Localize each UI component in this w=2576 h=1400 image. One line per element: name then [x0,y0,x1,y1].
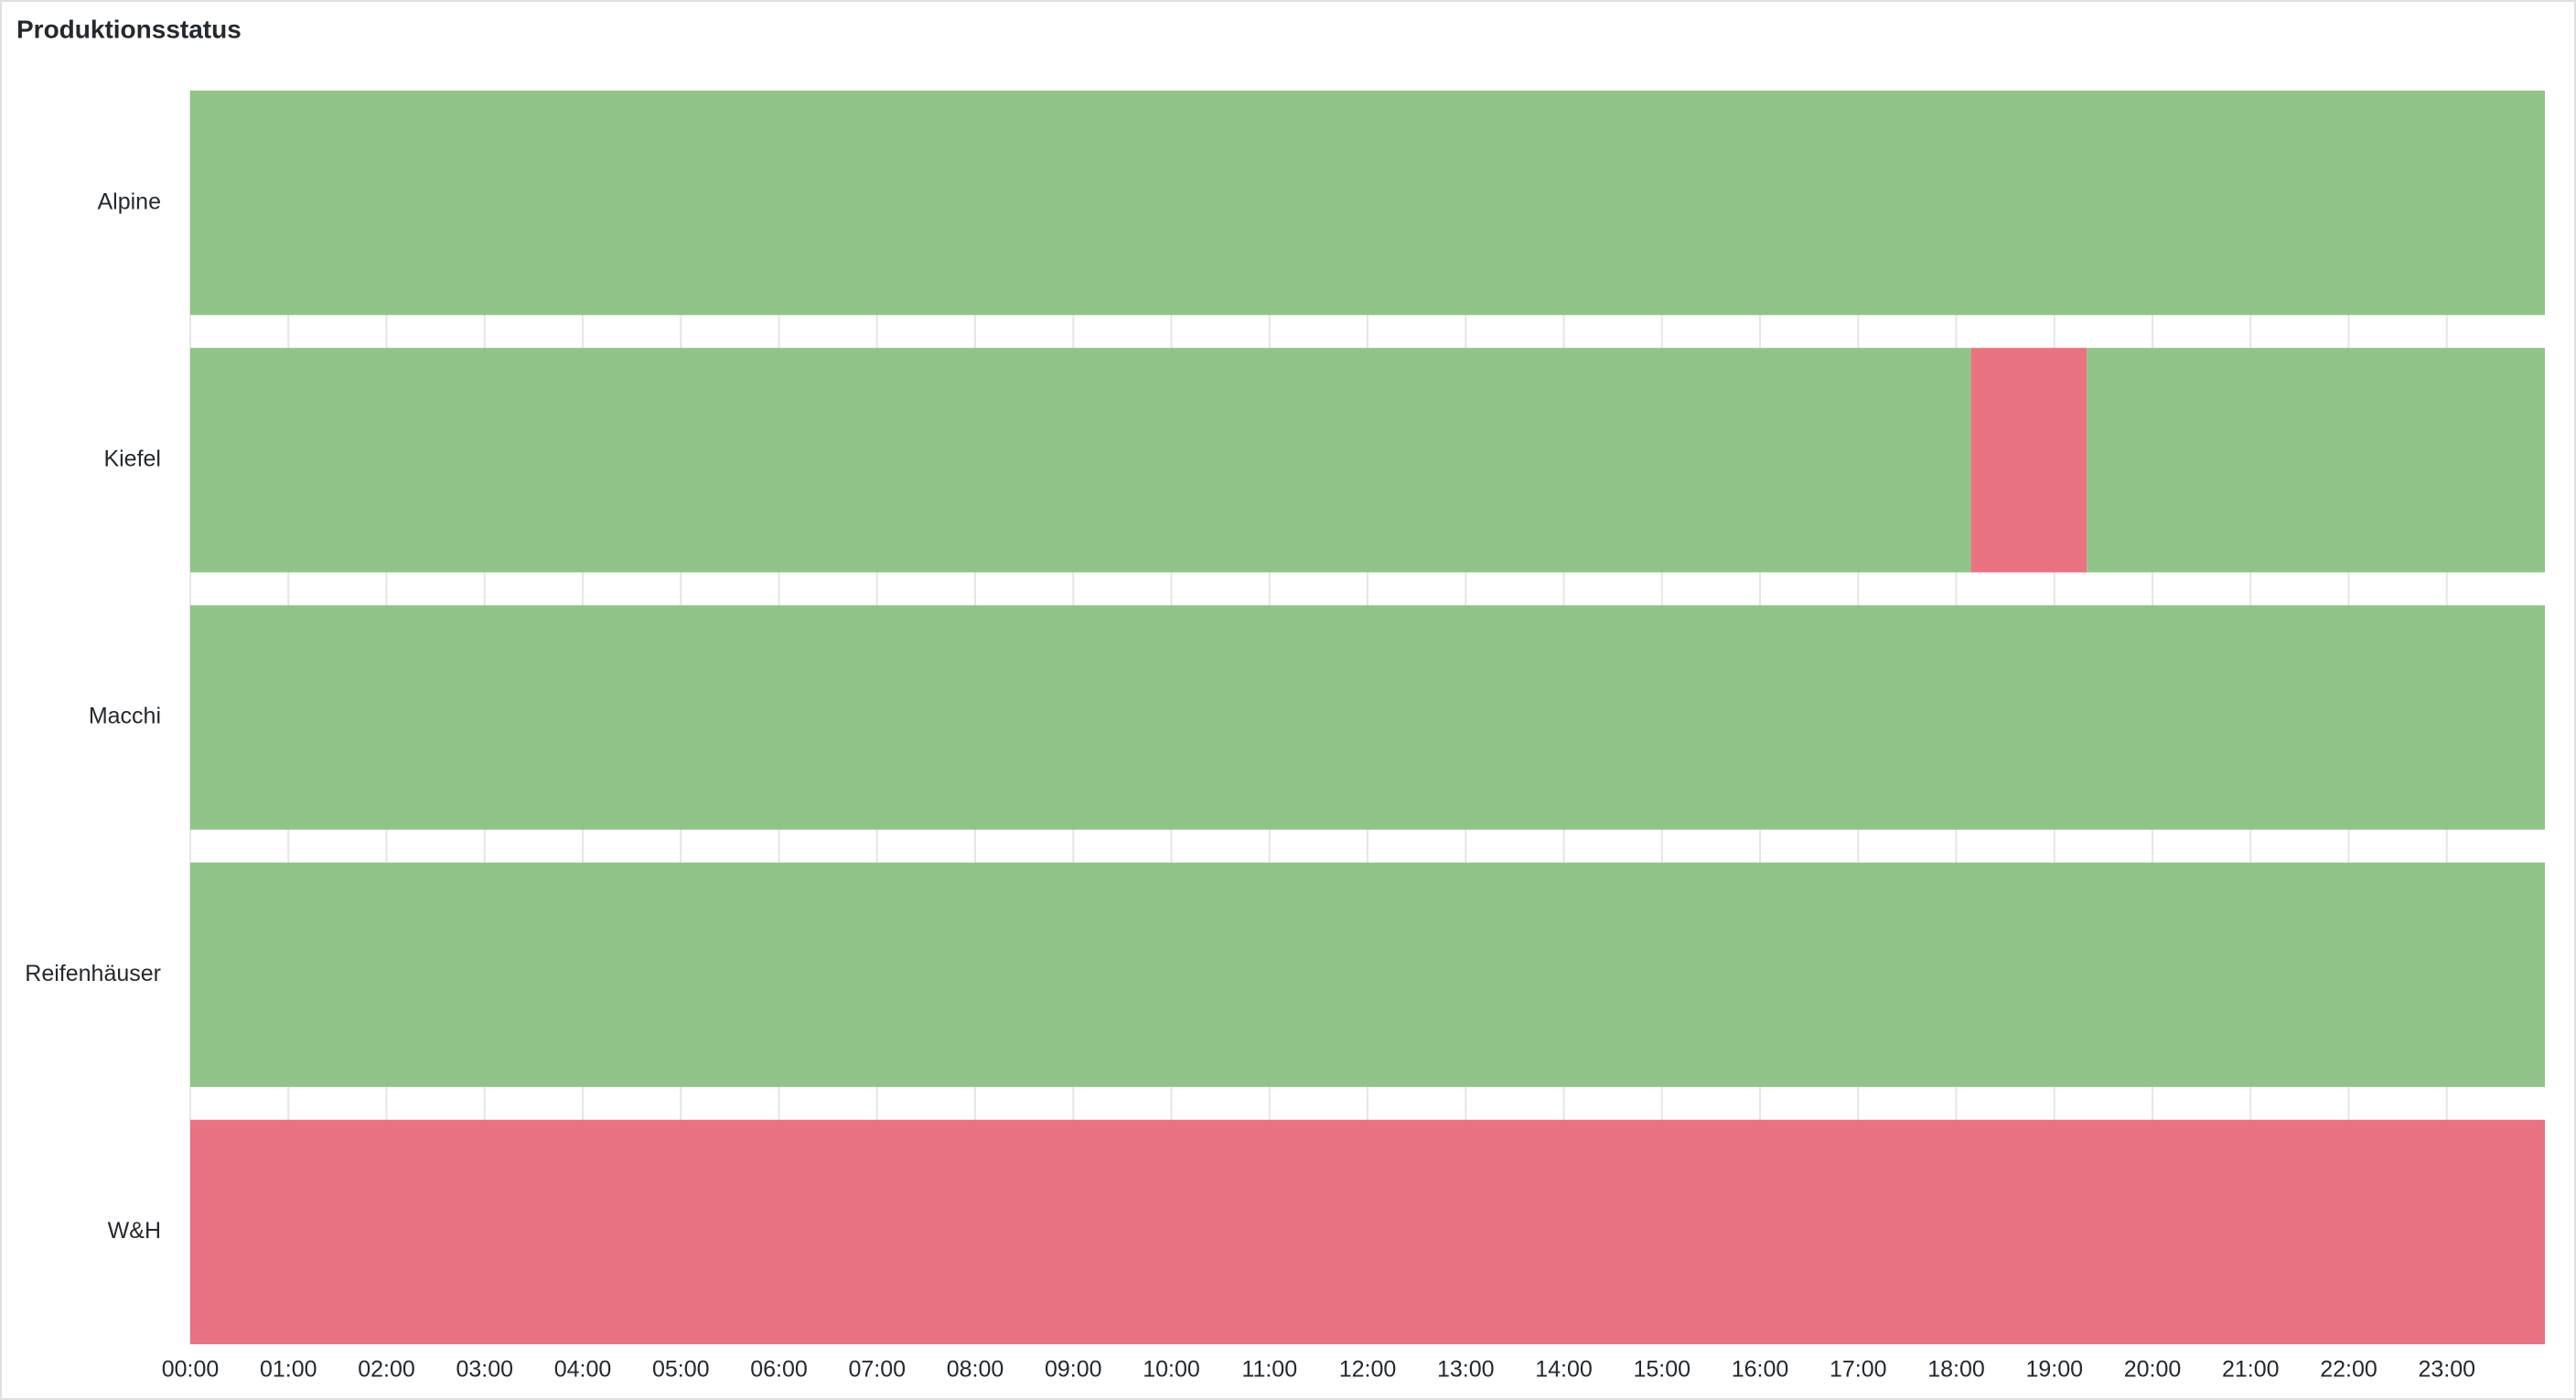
x-tick-label: 05:00 [652,1357,710,1383]
x-tick-label: 13:00 [1437,1357,1495,1383]
x-tick-label: 07:00 [848,1357,906,1383]
x-tick-label: 06:00 [750,1357,808,1383]
x-tick-label: 20:00 [2124,1357,2182,1383]
state-segment [190,862,2545,1087]
x-tick-label: 01:00 [260,1357,317,1383]
row-label: W&H [108,1218,161,1244]
state-segment [190,91,2545,316]
state-segment [190,1119,2545,1345]
x-tick-label: 22:00 [2320,1357,2377,1383]
x-tick-label: 21:00 [2222,1357,2280,1383]
x-tick-label: 04:00 [554,1357,612,1383]
x-tick-label: 10:00 [1143,1357,1200,1383]
x-axis: 00:00 01:00 02:00 03:00 04:00 05:00 06:00 07:00… [162,1357,2475,1383]
x-tick-label: 03:00 [456,1357,513,1383]
x-tick-label: 17:00 [1830,1357,1887,1383]
row-label: Reifenhäuser [25,961,161,986]
state-segment [190,348,1971,573]
x-tick-label: 00:00 [162,1357,220,1383]
x-tick-label: 11:00 [1241,1357,1297,1383]
x-tick-label: 14:00 [1535,1357,1593,1383]
x-tick-label: 02:00 [358,1357,415,1383]
chart-title: Produktionsstatus [16,15,242,43]
x-tick-label: 12:00 [1339,1357,1397,1383]
row-label: Alpine [98,188,162,214]
x-tick-label: 23:00 [2418,1357,2475,1383]
x-tick-label: 09:00 [1045,1357,1102,1383]
x-tick-label: 08:00 [947,1357,1004,1383]
state-segment [190,605,2545,830]
x-tick-label: 18:00 [1927,1357,1985,1383]
x-tick-label: 15:00 [1633,1357,1690,1383]
state-segment [1970,348,2088,573]
x-tick-label: 16:00 [1732,1357,1789,1383]
x-tick-label: 19:00 [2025,1357,2083,1383]
row-label: Macchi [89,704,161,729]
row-label: Kiefel [103,446,161,471]
rows: Alpine Kiefel Macchi Reifenhäuser W&H [25,91,2545,1345]
state-segment [2087,348,2545,573]
